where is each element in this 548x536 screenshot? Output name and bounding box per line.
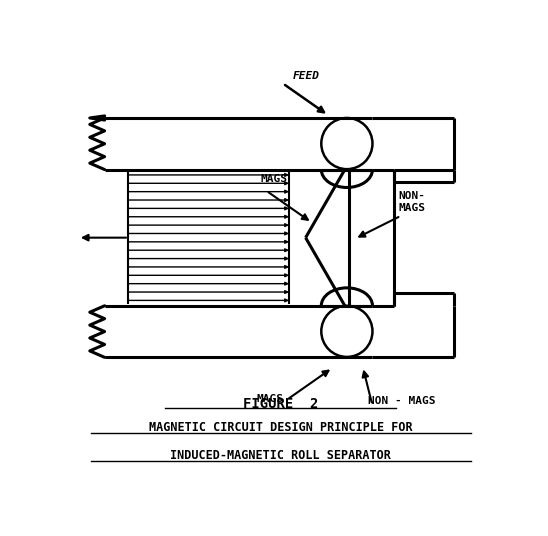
Text: NON - MAGS: NON - MAGS bbox=[368, 397, 435, 406]
Text: NON-
MAGS: NON- MAGS bbox=[398, 191, 425, 213]
Text: MAGNETIC CIRCUIT DESIGN PRINCIPLE FOR: MAGNETIC CIRCUIT DESIGN PRINCIPLE FOR bbox=[149, 421, 413, 434]
Text: FEED: FEED bbox=[293, 71, 320, 81]
Text: FIGURE  2: FIGURE 2 bbox=[243, 397, 318, 411]
Text: INDUCED-MAGNETIC ROLL SEPARATOR: INDUCED-MAGNETIC ROLL SEPARATOR bbox=[170, 449, 391, 462]
Text: MAGS: MAGS bbox=[260, 174, 287, 184]
Text: MAGS: MAGS bbox=[256, 394, 283, 404]
